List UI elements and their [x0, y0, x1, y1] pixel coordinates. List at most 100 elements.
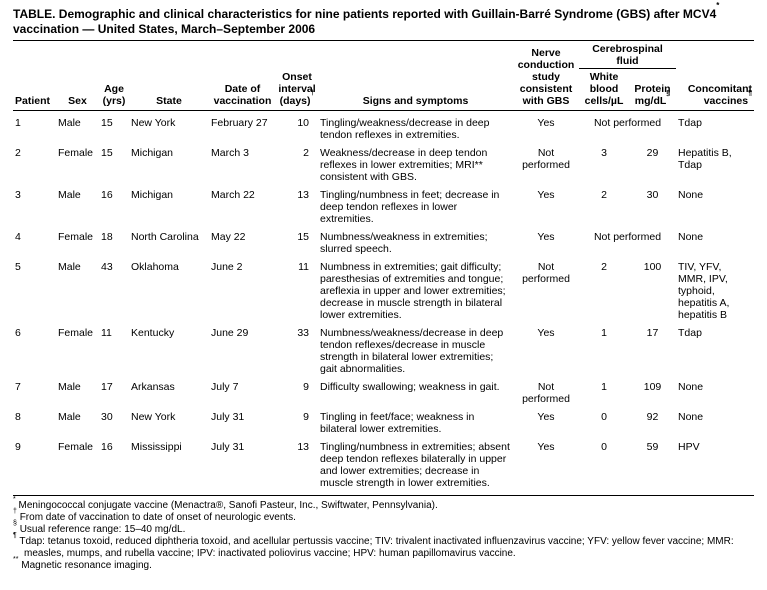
cell-white-blood-cells: 1	[601, 327, 607, 339]
cell-concomitant-vaccines: HPV	[676, 435, 754, 496]
cell-state: Mississippi	[129, 435, 209, 496]
table-body: 1 Male 15 New York February 27 10 Tingli…	[13, 111, 754, 496]
cell-signs-symptoms: Tingling in feet/face; weakness in bilat…	[320, 411, 475, 435]
cell-age: 11	[101, 327, 112, 339]
cell-sex: Male	[58, 411, 81, 423]
footnote-onset-interval: † From date of vaccination to date of on…	[13, 508, 754, 524]
cell-age: 17	[101, 381, 113, 393]
cell-nerve-conduction: Yes	[537, 327, 555, 339]
table-row: 7 Male 17 Arkansas July 7 9 Difficulty s…	[13, 375, 754, 405]
cell-state: New York	[131, 117, 176, 129]
cell-protein: 29	[646, 147, 659, 159]
protein-footnote-marker: §	[666, 90, 671, 97]
protein-header-text: Protein mg/dL	[634, 83, 671, 107]
cell-concomitant-vaccines: None	[678, 189, 704, 201]
cell-patient: 5	[15, 261, 21, 273]
cell-onset-interval: 2	[303, 147, 309, 159]
footnote-vaccine-abbreviations: ¶ Tdap: tetanus toxoid, reduced diphther…	[13, 532, 754, 560]
col-header-white-blood-cells: White blood cells/µL	[579, 68, 629, 111]
cell-white-blood-cells: 2	[601, 189, 607, 201]
cell-vaccination-date: June 29	[211, 327, 249, 339]
cell-concomitant-vaccines: TIV, YFV, MMR, IPV, typhoid, hepatitis A…	[678, 261, 730, 321]
cell-onset-interval: 10	[297, 117, 309, 129]
table-row: 8 Male 30 New York July 31 9 Tingling in…	[13, 405, 754, 435]
col-header-sex: Sex	[56, 41, 99, 111]
cell-age: 16	[101, 189, 113, 201]
cell-csf-combined: Not performed	[593, 117, 662, 129]
cell-age: 15	[101, 117, 113, 129]
cell-csf-combined: Not performed	[593, 231, 662, 243]
patients-table: Patient Sex Age (yrs) State Date of vacc…	[13, 41, 754, 496]
cell-concomitant-vaccines: Tdap	[678, 327, 702, 339]
cell-protein: 92	[646, 411, 659, 423]
cell-white-blood-cells: 0	[579, 435, 629, 496]
table-row: 5 Male 43 Oklahoma June 2 11 Numbness in…	[13, 255, 754, 321]
cell-white-blood-cells: 1	[601, 381, 607, 393]
cell-white-blood-cells: 0	[601, 411, 607, 423]
title-footnote-marker: *	[716, 1, 720, 10]
cell-nerve-conduction: Yes	[537, 189, 555, 201]
cell-vaccination-date: June 2	[211, 261, 243, 273]
col-header-signs-symptoms: Signs and symptoms	[318, 41, 513, 111]
table-row: 3 Male 16 Michigan March 22 13 Tingling/…	[13, 183, 754, 225]
table-row: 9 Female 16 Mississippi July 31 13 Tingl…	[13, 435, 754, 496]
cell-nerve-conduction: Yes	[513, 435, 579, 496]
cell-concomitant-vaccines: None	[678, 231, 704, 243]
table-row: 6 Female 11 Kentucky June 29 33 Numbness…	[13, 321, 754, 375]
cell-protein: 100	[643, 261, 662, 273]
table-row: 1 Male 15 New York February 27 10 Tingli…	[13, 111, 754, 142]
cell-white-blood-cells: 2	[601, 261, 607, 273]
cell-sex: Male	[58, 117, 81, 129]
footnote-text: Magnetic resonance imaging.	[21, 560, 152, 571]
footnote-text: Tdap: tetanus toxoid, reduced diphtheria…	[19, 536, 734, 559]
footnote-text: From date of vaccination to date of onse…	[19, 512, 296, 523]
cell-onset-interval: 15	[297, 231, 309, 243]
col-header-nerve-conduction: Nerve conduction study consistent with G…	[513, 41, 579, 111]
cell-onset-interval: 13	[276, 435, 318, 496]
cell-state: Michigan	[131, 147, 174, 159]
table-header: Patient Sex Age (yrs) State Date of vacc…	[13, 41, 754, 111]
cell-patient: 3	[15, 189, 21, 201]
cell-state: Arkansas	[131, 381, 175, 393]
cell-concomitant-vaccines: Tdap	[678, 117, 702, 129]
footnote-marker: *	[13, 496, 16, 503]
cell-onset-interval: 9	[303, 381, 309, 393]
cell-sex: Female	[56, 435, 99, 496]
col-header-age: Age (yrs)	[99, 41, 129, 111]
col-header-concomitant-vaccines: Concomitant vaccines¶	[676, 41, 754, 111]
col-group-cerebrospinal-fluid: Cerebrospinal fluid	[579, 41, 676, 69]
cell-vaccination-date: July 31	[209, 435, 276, 496]
footnotes: * Meningococcal conjugate vaccine (Menac…	[13, 496, 754, 572]
cell-nerve-conduction: Yes	[537, 231, 555, 243]
col-header-protein: Protein mg/dL§	[629, 68, 676, 111]
cell-vaccination-date: July 7	[211, 381, 239, 393]
table-title-text-2: vaccination — United States, March–Septe…	[13, 22, 316, 36]
cell-signs-symptoms: Numbness/weakness/decrease in deep tendo…	[320, 327, 504, 375]
cell-protein: 109	[643, 381, 662, 393]
cell-sex: Female	[58, 327, 94, 339]
table-title-text: TABLE. Demographic and clinical characte…	[13, 7, 717, 21]
cell-vaccination-date: July 31	[211, 411, 245, 423]
cell-white-blood-cells: 3	[601, 147, 607, 159]
cell-protein: 59	[629, 435, 676, 496]
col-header-state: State	[129, 41, 209, 111]
cell-patient: 8	[15, 411, 21, 423]
footnote-mri: ** Magnetic resonance imaging.	[13, 556, 754, 572]
footnote-marker: †	[13, 508, 17, 515]
col-header-patient: Patient	[13, 41, 56, 111]
cell-signs-symptoms: Difficulty swallowing; weakness in gait.	[320, 381, 500, 393]
cell-nerve-conduction: Yes	[537, 411, 555, 423]
onset-footnote-marker: †	[310, 90, 315, 97]
cell-state: Michigan	[131, 189, 174, 201]
cell-vaccination-date: February 27	[211, 117, 268, 129]
col-header-date-of-vaccination: Date of vaccination	[209, 41, 276, 111]
footnote-marker: §	[13, 520, 17, 527]
cell-state: Oklahoma	[131, 261, 179, 273]
cell-age: 18	[101, 231, 113, 243]
cell-concomitant-vaccines: Hepatitis B, Tdap	[678, 147, 732, 171]
cell-signs-symptoms: Numbness/weakness in extremities; slurre…	[320, 231, 488, 255]
col-header-onset-interval: Onset interval (days)†	[276, 41, 318, 111]
cell-onset-interval: 13	[297, 189, 309, 201]
cell-sex: Female	[58, 147, 94, 159]
vaccines-footnote-marker: ¶	[748, 90, 752, 97]
